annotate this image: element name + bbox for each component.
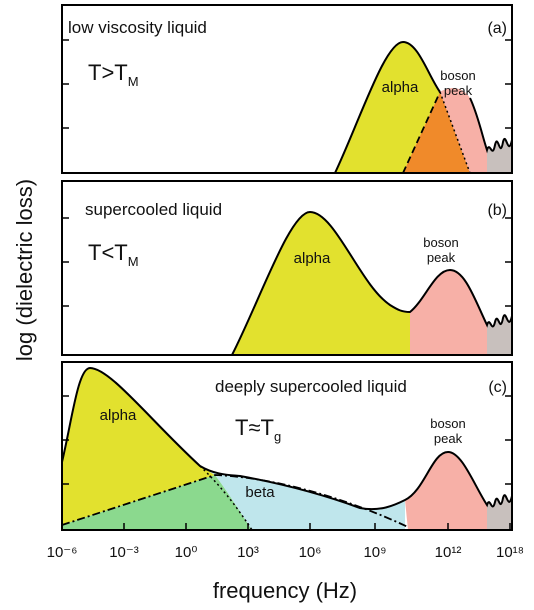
alpha-label: alpha [100, 407, 137, 424]
boson-label: peak [444, 83, 473, 98]
panel-tag: (a) [487, 20, 507, 37]
spectrum [231, 210, 513, 356]
condition-text: T<T [88, 240, 128, 265]
boson-area [440, 88, 487, 173]
x-tick-label: 10⁶ [299, 544, 322, 561]
condition: T≈Tg [235, 415, 281, 444]
condition-text: T≈T [235, 415, 274, 440]
alpha-area [232, 212, 410, 355]
panel-title: supercooled liquid [85, 200, 222, 219]
panel-frame [61, 180, 513, 356]
alpha-area [62, 368, 215, 525]
spectrum [334, 40, 513, 174]
x-tick-label: 10⁻⁶ [47, 544, 78, 561]
panel-tag: (c) [488, 379, 507, 396]
x-axis: 10⁻⁶ 10⁻³ 10⁰ 10³ 10⁶ 10⁹ 10¹² 10¹⁸ [47, 523, 524, 561]
alpha-area [335, 42, 440, 173]
spectrum [61, 366, 513, 511]
condition-sub: M [128, 74, 139, 89]
boson-label: peak [427, 250, 456, 265]
panel-title: low viscosity liquid [68, 18, 207, 37]
condition-sub: g [274, 429, 281, 444]
vib-area [487, 138, 512, 173]
condition-sub: M [128, 254, 139, 269]
vib-area [487, 495, 512, 530]
alpha-label: alpha [294, 250, 331, 267]
panel-a: low viscosity liquid (a) T>TM alpha boso… [61, 4, 513, 174]
panel-frame [61, 4, 513, 174]
panel-frame [61, 361, 513, 531]
condition: T<TM [88, 240, 139, 269]
side-ticks [62, 39, 512, 485]
condition-text: T>T [88, 60, 128, 85]
x-tick-label: 10⁻³ [109, 544, 139, 561]
vib-area [487, 315, 512, 355]
condition: T>TM [88, 60, 139, 89]
overlap-line [402, 91, 441, 174]
x-axis-label: frequency (Hz) [213, 578, 357, 603]
boson-label: peak [434, 431, 463, 446]
panel-title: deeply supercooled liquid [215, 377, 407, 396]
boson-area [405, 452, 487, 530]
x-tick-label: 10¹⁸ [496, 544, 524, 561]
panel-b: supercooled liquid (b) T<TM alpha boson … [61, 180, 513, 356]
boson-label: boson [423, 235, 458, 250]
overlap-area [62, 475, 252, 530]
overlap-area [403, 92, 470, 173]
boson-area [410, 270, 487, 355]
x-tick-label: 10³ [237, 544, 259, 561]
beta-area [200, 466, 405, 530]
boson-label: boson [440, 68, 475, 83]
y-axis-label: log (dielectric loss) [12, 179, 37, 361]
panel-tag: (b) [487, 202, 507, 219]
overlap-line [439, 91, 471, 174]
x-tick-label: 10¹² [435, 544, 462, 561]
panel-c: deeply supercooled liquid (c) T≈Tg alpha… [61, 361, 513, 531]
boson-label: boson [430, 416, 465, 431]
x-tick-label: 10⁰ [175, 544, 198, 561]
x-tick-label: 10⁹ [363, 544, 386, 561]
beta-label: beta [245, 484, 275, 501]
alpha-label: alpha [382, 79, 419, 96]
